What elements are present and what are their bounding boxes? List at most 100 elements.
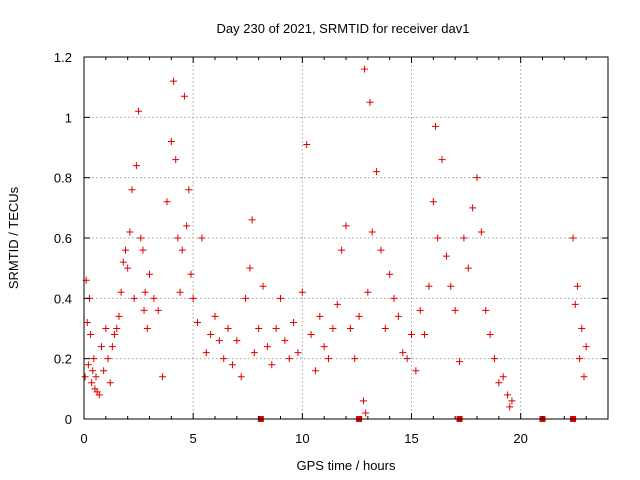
data-point xyxy=(178,246,186,254)
data-point xyxy=(111,331,119,339)
data-point xyxy=(250,349,258,357)
data-point xyxy=(460,234,468,242)
data-point xyxy=(189,294,197,302)
data-point xyxy=(100,367,108,375)
data-point xyxy=(211,312,219,320)
data-point xyxy=(569,234,577,242)
data-point xyxy=(172,156,180,164)
data-point xyxy=(170,77,178,85)
data-point xyxy=(141,288,149,296)
data-point xyxy=(451,306,459,314)
data-point xyxy=(333,300,341,308)
data-point xyxy=(92,373,100,381)
data-point xyxy=(408,331,415,339)
data-point xyxy=(447,282,455,290)
data-point xyxy=(366,98,374,106)
data-point xyxy=(573,282,581,290)
data-point xyxy=(117,288,125,296)
data-point xyxy=(185,186,193,194)
data-point xyxy=(220,355,228,363)
data-point xyxy=(135,107,143,115)
data-point xyxy=(215,337,223,345)
data-point xyxy=(163,198,171,206)
data-point xyxy=(84,361,92,369)
x-tick-label: 5 xyxy=(190,431,197,446)
data-point xyxy=(329,325,337,332)
data-point xyxy=(180,92,188,100)
data-point xyxy=(432,122,440,130)
data-point xyxy=(325,355,333,363)
data-point xyxy=(207,331,215,339)
x-tick-label: 20 xyxy=(513,431,527,446)
data-point xyxy=(224,325,232,332)
data-point xyxy=(233,337,241,345)
data-point xyxy=(150,294,158,302)
data-point xyxy=(473,174,481,182)
data-point xyxy=(416,306,424,314)
data-point xyxy=(351,355,359,363)
x-tick-label: 10 xyxy=(295,431,309,446)
data-point xyxy=(174,234,182,242)
data-point xyxy=(126,228,134,236)
data-point xyxy=(582,343,590,351)
data-point xyxy=(255,325,263,332)
data-point xyxy=(377,246,385,254)
data-point xyxy=(421,331,429,339)
data-point xyxy=(576,355,584,363)
data-point xyxy=(361,65,369,73)
data-point xyxy=(263,343,271,351)
data-point xyxy=(119,258,127,266)
data-point xyxy=(390,294,398,302)
data-point xyxy=(477,228,485,236)
data-point xyxy=(346,325,354,332)
y-tick-label: 0 xyxy=(65,412,72,427)
data-point xyxy=(146,270,153,278)
data-point xyxy=(183,222,191,230)
data-point xyxy=(580,373,588,381)
data-points xyxy=(81,65,590,422)
data-point xyxy=(176,288,184,296)
data-point xyxy=(403,355,411,363)
data-point xyxy=(167,137,175,145)
data-point xyxy=(132,162,140,170)
y-tick-label: 1.2 xyxy=(54,50,72,65)
data-point xyxy=(194,318,202,326)
data-point xyxy=(242,294,250,302)
data-point xyxy=(290,318,298,326)
data-point xyxy=(469,204,477,212)
data-point xyxy=(259,282,267,290)
data-point xyxy=(143,325,151,332)
data-point xyxy=(578,325,586,332)
data-point xyxy=(137,234,145,242)
data-point xyxy=(486,331,494,339)
data-point xyxy=(399,349,407,357)
axis-ticks xyxy=(83,56,608,420)
data-point xyxy=(316,312,324,320)
tick-labels: 0 5 10 15 20 0 0.2 0.4 0.6 0.8 1 1.2 xyxy=(54,50,528,446)
data-point xyxy=(504,391,512,399)
x-tick-label: 15 xyxy=(404,431,418,446)
data-point xyxy=(499,373,507,381)
data-point xyxy=(87,331,95,339)
data-point xyxy=(130,294,138,302)
data-point xyxy=(237,373,245,381)
data-point xyxy=(303,140,311,148)
data-point xyxy=(140,306,148,314)
data-point xyxy=(359,397,367,405)
data-point xyxy=(373,168,381,176)
data-point xyxy=(364,288,372,296)
data-point xyxy=(355,312,363,320)
data-point xyxy=(434,234,442,242)
data-point xyxy=(442,252,450,260)
data-point xyxy=(108,343,116,351)
data-point xyxy=(311,367,319,375)
data-point xyxy=(154,306,162,314)
data-point xyxy=(338,246,346,254)
data-point xyxy=(438,156,446,164)
data-point xyxy=(394,312,402,320)
data-point xyxy=(124,264,132,272)
data-point xyxy=(106,379,114,387)
data-point xyxy=(294,349,302,357)
y-tick-label: 0.8 xyxy=(54,171,72,186)
data-point xyxy=(139,246,147,254)
